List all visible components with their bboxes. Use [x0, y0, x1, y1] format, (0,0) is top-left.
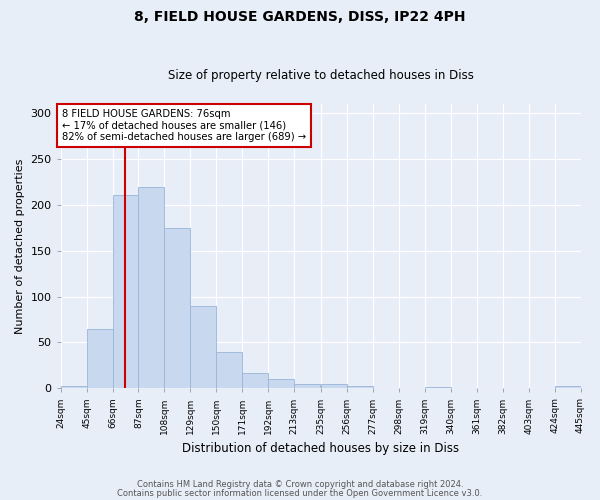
Bar — [86, 328, 113, 388]
Bar — [321, 384, 347, 388]
Text: 8 FIELD HOUSE GARDENS: 76sqm
← 17% of detached houses are smaller (146)
82% of s: 8 FIELD HOUSE GARDENS: 76sqm ← 17% of de… — [62, 108, 306, 142]
Bar — [113, 195, 139, 388]
Bar — [216, 352, 242, 389]
Y-axis label: Number of detached properties: Number of detached properties — [15, 158, 25, 334]
Bar — [242, 372, 268, 388]
Bar — [61, 386, 86, 388]
X-axis label: Distribution of detached houses by size in Diss: Distribution of detached houses by size … — [182, 442, 459, 455]
Text: Contains HM Land Registry data © Crown copyright and database right 2024.: Contains HM Land Registry data © Crown c… — [137, 480, 463, 489]
Bar — [164, 228, 190, 388]
Title: Size of property relative to detached houses in Diss: Size of property relative to detached ho… — [167, 69, 473, 82]
Text: Contains public sector information licensed under the Open Government Licence v3: Contains public sector information licen… — [118, 488, 482, 498]
Text: 8, FIELD HOUSE GARDENS, DISS, IP22 4PH: 8, FIELD HOUSE GARDENS, DISS, IP22 4PH — [134, 10, 466, 24]
Bar — [347, 386, 373, 388]
Bar — [554, 386, 581, 388]
Bar — [294, 384, 320, 388]
Bar — [190, 306, 216, 388]
Bar — [268, 379, 294, 388]
Bar — [139, 186, 164, 388]
